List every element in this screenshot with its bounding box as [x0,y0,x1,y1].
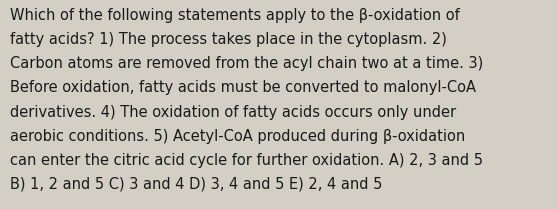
Text: Which of the following statements apply to the β-oxidation of: Which of the following statements apply … [10,8,460,23]
Text: can enter the citric acid cycle for further oxidation. A) 2, 3 and 5: can enter the citric acid cycle for furt… [10,153,483,168]
Text: Before oxidation, fatty acids must be converted to malonyl-CoA: Before oxidation, fatty acids must be co… [10,80,476,96]
Text: derivatives. 4) The oxidation of fatty acids occurs only under: derivatives. 4) The oxidation of fatty a… [10,104,456,120]
Text: aerobic conditions. 5) Acetyl-CoA produced during β-oxidation: aerobic conditions. 5) Acetyl-CoA produc… [10,129,465,144]
Text: fatty acids? 1) The process takes place in the cytoplasm. 2): fatty acids? 1) The process takes place … [10,32,447,47]
Text: Carbon atoms are removed from the acyl chain two at a time. 3): Carbon atoms are removed from the acyl c… [10,56,483,71]
Text: B) 1, 2 and 5 C) 3 and 4 D) 3, 4 and 5 E) 2, 4 and 5: B) 1, 2 and 5 C) 3 and 4 D) 3, 4 and 5 E… [10,177,382,192]
